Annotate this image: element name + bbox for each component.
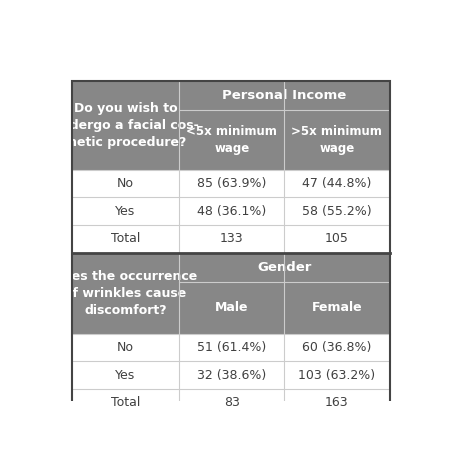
Bar <box>72 389 179 417</box>
Bar <box>72 252 179 333</box>
Text: 47 (44.8%): 47 (44.8%) <box>302 177 372 190</box>
Text: Yes: Yes <box>115 205 135 218</box>
Bar <box>72 225 179 252</box>
Text: 51 (61.4%): 51 (61.4%) <box>197 341 266 354</box>
Text: >5x minimum
wage: >5x minimum wage <box>292 125 382 155</box>
Text: Male: Male <box>215 301 248 314</box>
Bar <box>72 170 179 197</box>
Text: 58 (55.2%): 58 (55.2%) <box>302 205 372 218</box>
Text: Gender: Gender <box>257 261 311 274</box>
Bar <box>179 389 284 417</box>
Bar <box>179 333 284 361</box>
Text: 32 (38.6%): 32 (38.6%) <box>197 369 266 382</box>
Bar <box>179 225 284 252</box>
Text: No: No <box>117 341 134 354</box>
Text: Total: Total <box>111 232 140 245</box>
Text: Personal Income: Personal Income <box>222 89 346 102</box>
Bar <box>179 252 390 282</box>
Bar <box>179 81 390 110</box>
Text: Total: Total <box>111 396 140 410</box>
Bar <box>72 333 179 361</box>
Text: 85 (63.9%): 85 (63.9%) <box>197 177 266 190</box>
Bar <box>284 110 390 170</box>
Bar <box>284 197 390 225</box>
Text: Do you wish to
undergo a facial cos-
metic procedure?: Do you wish to undergo a facial cos- met… <box>52 102 199 148</box>
Text: Yes: Yes <box>115 369 135 382</box>
Text: <5x minimum
wage: <5x minimum wage <box>186 125 277 155</box>
Bar <box>284 333 390 361</box>
Bar <box>284 282 390 333</box>
Bar <box>284 170 390 197</box>
Bar <box>179 197 284 225</box>
Text: 103 (63.2%): 103 (63.2%) <box>298 369 375 382</box>
Bar <box>72 197 179 225</box>
Bar <box>179 170 284 197</box>
Text: Does the occurrence
of wrinkles cause
discomfort?: Does the occurrence of wrinkles cause di… <box>53 270 198 317</box>
Text: 48 (36.1%): 48 (36.1%) <box>197 205 266 218</box>
Bar <box>179 361 284 389</box>
Text: 133: 133 <box>220 232 243 245</box>
Text: 60 (36.8%): 60 (36.8%) <box>302 341 372 354</box>
Bar <box>284 225 390 252</box>
Text: 105: 105 <box>325 232 349 245</box>
Text: No: No <box>117 177 134 190</box>
Bar <box>179 282 284 333</box>
Text: 83: 83 <box>224 396 240 410</box>
Text: 163: 163 <box>325 396 349 410</box>
Text: Female: Female <box>311 301 362 314</box>
Bar <box>284 389 390 417</box>
Bar <box>284 361 390 389</box>
Bar <box>72 81 179 170</box>
Bar <box>179 110 284 170</box>
Bar <box>72 361 179 389</box>
